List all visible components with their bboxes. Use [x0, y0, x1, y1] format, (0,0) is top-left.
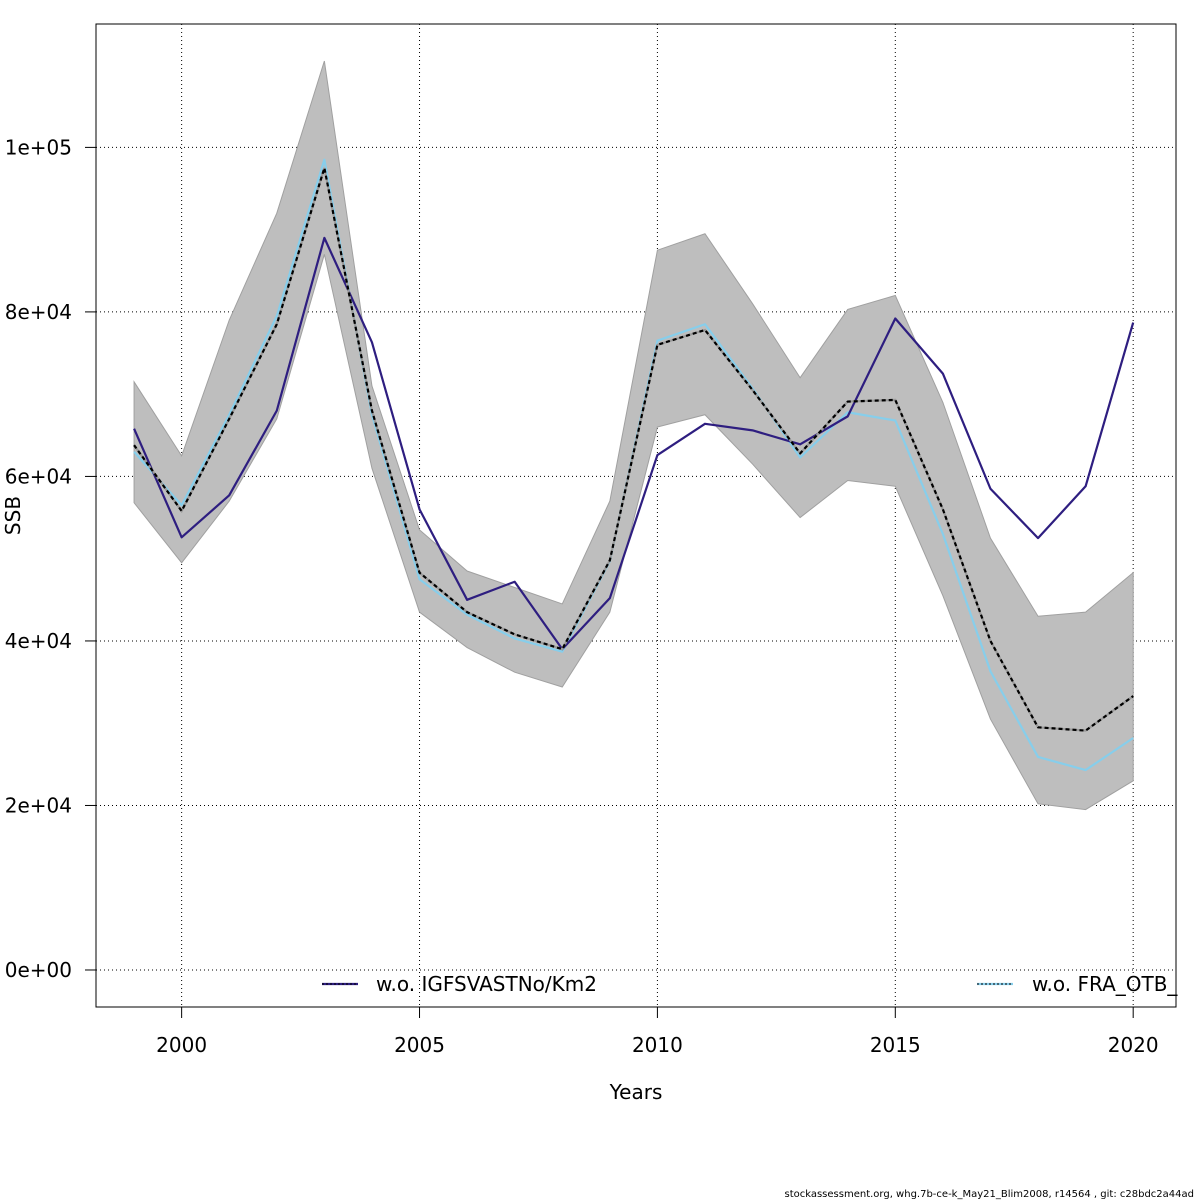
y-tick-label: 2e+04 — [5, 793, 72, 817]
x-tick-label: 2005 — [394, 1033, 445, 1057]
x-axis: 2000 2005 2010 2015 2020 — [156, 1007, 1159, 1057]
plot-frame — [95, 23, 1177, 1008]
y-axis-title: SSB — [1, 496, 25, 535]
x-tick-label: 2020 — [1108, 1033, 1159, 1057]
x-tick-label: 2015 — [870, 1033, 921, 1057]
y-axis: 0e+00 2e+04 4e+04 6e+04 8e+04 1e+05 — [5, 135, 96, 982]
y-tick-label: 8e+04 — [5, 300, 72, 324]
footer-text: stockassessment.org, whg.7b-ce-k_May21_B… — [784, 1189, 1194, 1200]
series-line-wo-igfsvast — [133, 236, 1135, 651]
confidence-band-area — [133, 60, 1134, 811]
series-lines — [133, 158, 1135, 772]
y-tick-label: 6e+04 — [5, 464, 72, 488]
y-tick-label: 4e+04 — [5, 629, 72, 653]
series-line-base — [133, 166, 1134, 732]
y-tick-label: 0e+00 — [5, 958, 72, 982]
legend: w.o. IGFSVASTNo/Km2 w.o. FRA_OTB_ — [322, 972, 1178, 996]
x-tick-label: 2010 — [632, 1033, 683, 1057]
confidence-band — [133, 60, 1134, 811]
grid-lines — [96, 24, 1176, 1007]
legend-label: w.o. IGFSVASTNo/Km2 — [376, 972, 597, 996]
x-axis-title: Years — [609, 1080, 663, 1104]
legend-label: w.o. FRA_OTB_ — [1032, 972, 1178, 996]
y-tick-label: 1e+05 — [5, 135, 72, 159]
x-tick-label: 2000 — [156, 1033, 207, 1057]
